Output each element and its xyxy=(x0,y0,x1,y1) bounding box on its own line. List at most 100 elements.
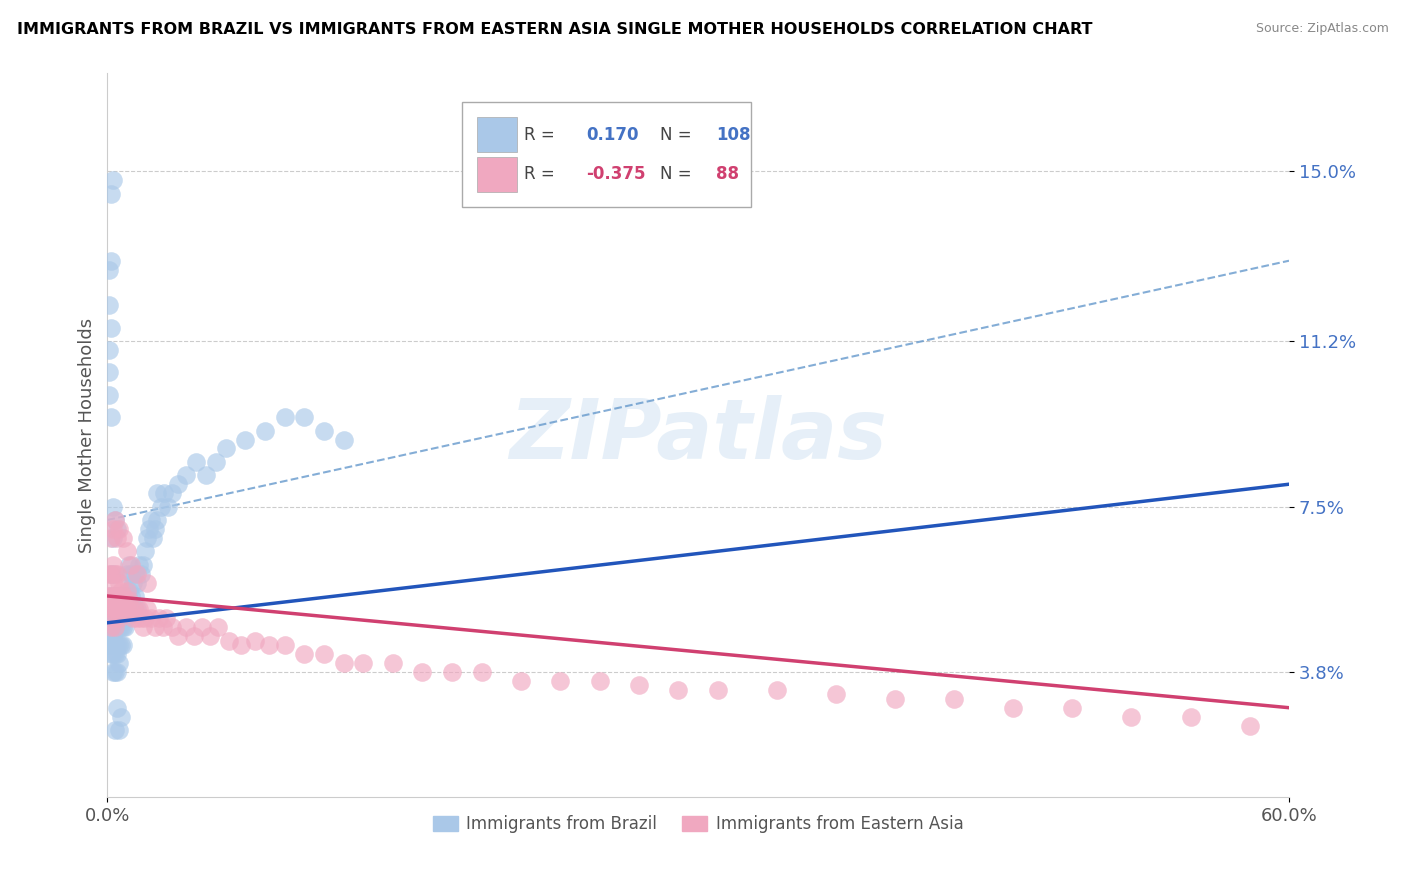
Point xyxy=(124,566,146,581)
Point xyxy=(381,656,404,670)
Point xyxy=(243,633,266,648)
FancyBboxPatch shape xyxy=(477,117,517,152)
Point xyxy=(352,656,374,670)
Point xyxy=(105,700,128,714)
Point xyxy=(108,638,131,652)
Point xyxy=(134,544,156,558)
Point xyxy=(104,665,127,679)
Point xyxy=(135,602,157,616)
Point xyxy=(104,611,127,625)
Point xyxy=(100,602,122,616)
Point xyxy=(145,513,167,527)
Point xyxy=(194,468,217,483)
Point xyxy=(115,589,138,603)
Point xyxy=(143,620,166,634)
Point xyxy=(108,593,131,607)
Point xyxy=(628,678,651,692)
Point xyxy=(110,611,132,625)
Point xyxy=(668,682,690,697)
Point xyxy=(105,611,128,625)
Point xyxy=(103,173,125,187)
Point xyxy=(100,638,122,652)
Point xyxy=(142,531,165,545)
Point xyxy=(103,558,125,572)
Point xyxy=(120,558,142,572)
Text: R =: R = xyxy=(524,165,555,184)
Point xyxy=(100,611,122,625)
Point xyxy=(104,647,127,661)
Point xyxy=(332,433,354,447)
Point xyxy=(98,298,121,312)
Text: 0.170: 0.170 xyxy=(586,126,638,144)
Point xyxy=(139,611,162,625)
Point xyxy=(1062,700,1084,714)
Point xyxy=(105,602,128,616)
Point xyxy=(143,522,166,536)
Point xyxy=(148,611,170,625)
Point xyxy=(312,424,335,438)
Point xyxy=(110,602,132,616)
Point xyxy=(125,602,148,616)
Point xyxy=(103,629,125,643)
Point xyxy=(110,584,132,599)
Point xyxy=(129,611,152,625)
Point xyxy=(233,433,256,447)
Point xyxy=(104,602,127,616)
Point xyxy=(98,620,121,634)
Point xyxy=(125,611,148,625)
Point xyxy=(114,620,136,634)
Point xyxy=(135,531,157,545)
Point xyxy=(114,593,136,607)
Point xyxy=(103,647,125,661)
Point xyxy=(118,558,141,572)
Point xyxy=(110,638,132,652)
Point xyxy=(103,566,125,581)
Point xyxy=(100,410,122,425)
Point xyxy=(138,522,160,536)
Point xyxy=(1002,700,1025,714)
Point xyxy=(98,366,121,380)
Point xyxy=(105,522,128,536)
Point xyxy=(104,638,127,652)
Point xyxy=(104,589,127,603)
Point xyxy=(100,602,122,616)
Point xyxy=(112,531,135,545)
Point xyxy=(104,513,127,527)
Text: IMMIGRANTS FROM BRAZIL VS IMMIGRANTS FROM EASTERN ASIA SINGLE MOTHER HOUSEHOLDS : IMMIGRANTS FROM BRAZIL VS IMMIGRANTS FRO… xyxy=(17,22,1092,37)
Point xyxy=(108,611,131,625)
Point xyxy=(122,575,145,590)
Point xyxy=(115,584,138,599)
Point xyxy=(145,486,167,500)
Point xyxy=(149,500,172,514)
FancyBboxPatch shape xyxy=(477,157,517,192)
Point xyxy=(100,589,122,603)
Point xyxy=(103,665,125,679)
Point xyxy=(103,593,125,607)
Point xyxy=(98,262,121,277)
Text: ZIPatlas: ZIPatlas xyxy=(509,394,887,475)
Point xyxy=(257,638,280,652)
Point xyxy=(100,320,122,334)
Point xyxy=(98,611,121,625)
Point xyxy=(103,522,125,536)
Point xyxy=(115,602,138,616)
Point xyxy=(118,593,141,607)
Point xyxy=(157,500,180,514)
Point xyxy=(105,647,128,661)
Point xyxy=(110,709,132,723)
Point xyxy=(112,589,135,603)
Point xyxy=(112,611,135,625)
Point xyxy=(191,620,214,634)
Point xyxy=(103,638,125,652)
Point xyxy=(550,673,572,688)
Point xyxy=(100,620,122,634)
Point xyxy=(124,602,146,616)
Point xyxy=(110,589,132,603)
Point xyxy=(129,566,152,581)
Point xyxy=(114,611,136,625)
Point xyxy=(105,665,128,679)
Point xyxy=(105,589,128,603)
Legend: Immigrants from Brazil, Immigrants from Eastern Asia: Immigrants from Brazil, Immigrants from … xyxy=(426,808,970,839)
Point xyxy=(108,589,131,603)
Point xyxy=(218,633,240,648)
